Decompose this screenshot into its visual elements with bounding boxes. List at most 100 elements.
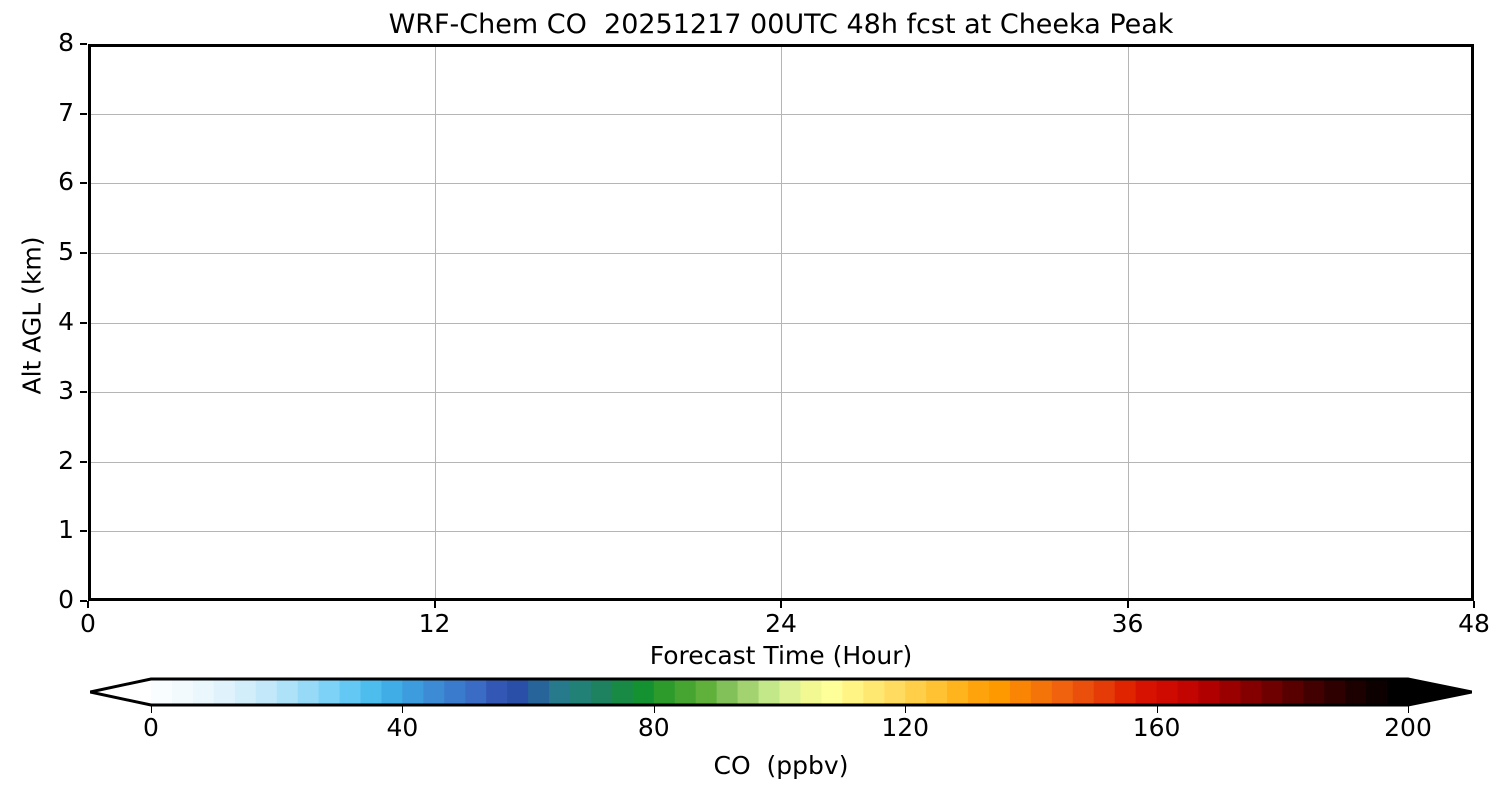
colorbar-tick-label: 120 (881, 713, 930, 742)
colorbar-segment (863, 679, 885, 705)
colorbar-segment (255, 679, 278, 705)
colorbar-segment (926, 679, 948, 705)
colorbar-segment (507, 679, 529, 705)
colorbar-segment (800, 679, 822, 705)
colorbar-outline (90, 677, 1472, 707)
colorbar-gradient (90, 677, 1472, 707)
y-tick-label: 6 (58, 167, 74, 197)
colorbar-segment (1093, 679, 1116, 705)
y-tick-mark (80, 321, 87, 324)
colorbar-segment (1156, 679, 1179, 705)
colorbar-segment (1072, 679, 1095, 705)
colorbar-segment (989, 679, 1011, 705)
x-tick-label: 0 (80, 609, 96, 638)
y-tick-label: 4 (58, 306, 74, 336)
colorbar-extend-min (90, 679, 151, 705)
colorbar-segment (318, 679, 341, 705)
colorbar-segment (947, 679, 969, 705)
y-tick-label: 3 (58, 376, 74, 406)
colorbar-segment (779, 679, 802, 705)
x-tick-mark (1473, 601, 1475, 608)
colorbar-segment (695, 679, 718, 705)
colorbar-segment (549, 679, 571, 705)
colorbar-segment (1051, 679, 1074, 705)
x-tick-mark (1126, 601, 1129, 608)
colorbar-segment (590, 679, 613, 705)
y-tick-label: 0 (58, 585, 74, 614)
colorbar-segment (1135, 679, 1158, 705)
colorbar-segment (632, 679, 655, 705)
y-tick-mark (80, 43, 87, 45)
gridline-vertical (781, 47, 782, 598)
colorbar-segment (1261, 679, 1283, 705)
colorbar-segment (402, 679, 424, 705)
x-tick-label: 48 (1458, 609, 1490, 638)
y-tick-label: 8 (58, 28, 74, 57)
colorbar-segment (758, 679, 781, 705)
colorbar-tick-label: 80 (637, 713, 670, 742)
colorbar-segment (1282, 679, 1304, 705)
colorbar-segment (737, 679, 760, 705)
colorbar-label: CO (ppbv) (713, 751, 849, 780)
colorbar-segment (842, 679, 864, 705)
colorbar-segment (1324, 679, 1346, 705)
y-tick-label: 7 (58, 97, 74, 127)
colorbar-segment (1303, 679, 1325, 705)
gridlines (91, 47, 1471, 598)
y-tick-label: 1 (58, 515, 74, 545)
gridline-vertical (434, 47, 436, 598)
colorbar-segment (1198, 679, 1221, 705)
colorbar-segment (1219, 679, 1241, 705)
y-tick-label: 2 (58, 445, 74, 475)
colorbar-tick-label: 200 (1384, 713, 1432, 742)
colorbar-tick-mark (1156, 706, 1158, 713)
colorbar-segment (884, 679, 906, 705)
colorbar-tick-mark (905, 706, 907, 713)
colorbar-tick-mark (1408, 706, 1409, 713)
colorbar-segment (213, 679, 236, 705)
colorbar-segment (905, 679, 927, 705)
y-tick-mark (80, 112, 87, 115)
colorbar-segment (423, 679, 445, 705)
colorbar-segment (381, 679, 403, 705)
colorbar-segment (339, 679, 362, 705)
plot-area (88, 44, 1474, 601)
x-tick-label: 12 (418, 609, 451, 638)
colorbar-segment (611, 679, 634, 705)
colorbar-segment (653, 679, 676, 705)
colorbar (90, 676, 1472, 708)
x-tick-label: 36 (1111, 609, 1144, 638)
colorbar-segment (1009, 679, 1032, 705)
colorbar-segment (276, 679, 299, 705)
colorbar-segment (486, 679, 508, 705)
chart-title: WRF-Chem CO 20251217 00UTC 48h fcst at C… (388, 9, 1174, 40)
y-tick-mark (80, 600, 87, 602)
colorbar-tick-mark (402, 706, 404, 713)
colorbar-segment (570, 679, 592, 705)
colorbar-segment (1387, 679, 1409, 705)
y-tick-label: 5 (58, 236, 74, 266)
colorbar-segment (1240, 679, 1262, 705)
x-axis-label: Forecast Time (Hour) (649, 641, 913, 670)
colorbar-segment (192, 679, 215, 705)
colorbar-segment (674, 679, 697, 705)
x-tick-mark (780, 601, 782, 608)
colorbar-segment (968, 679, 990, 705)
colorbar-segment (465, 679, 487, 705)
y-tick-mark (80, 391, 87, 394)
y-tick-mark (80, 251, 87, 254)
gridline-vertical (1127, 47, 1129, 598)
colorbar-extend-max (1408, 679, 1472, 705)
colorbar-segment (1114, 679, 1137, 705)
colorbar-tick-label: 0 (143, 713, 159, 742)
colorbar-segment (1030, 679, 1053, 705)
y-tick-mark (80, 182, 87, 185)
x-tick-mark (87, 601, 89, 608)
colorbar-segment (1177, 679, 1200, 705)
y-tick-mark (80, 530, 87, 533)
colorbar-tick-mark (151, 706, 152, 713)
colorbar-segment (528, 679, 550, 705)
colorbar-segment (297, 679, 320, 705)
x-tick-mark (433, 601, 436, 608)
